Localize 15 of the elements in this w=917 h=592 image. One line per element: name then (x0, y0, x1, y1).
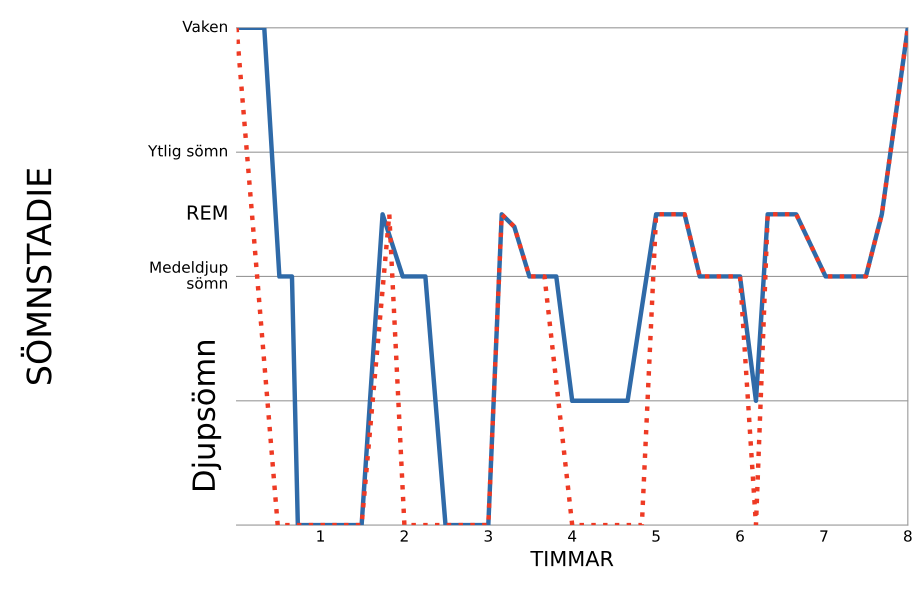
x-tick-label: 1 (317, 530, 324, 542)
ref-line-label: Medeldjup sömn (150, 261, 228, 289)
text: Djupsömn (192, 341, 222, 490)
x-axis-title: TIMMAR (530, 550, 614, 566)
x-tick-label: 7 (820, 530, 828, 542)
x-tick-label: 3 (484, 530, 492, 542)
x-tick-label: 5 (652, 530, 660, 542)
x-tick-label: 8 (904, 530, 912, 542)
x-tick-label: 4 (568, 530, 576, 542)
x-tick-label: 6 (736, 530, 744, 542)
text: SÖMNSTADIE (20, 168, 52, 384)
ref-line-label: Ytlig sömn (148, 144, 227, 160)
x-tick-label: 2 (400, 530, 408, 542)
ref-line-label: Vaken (182, 20, 227, 32)
text: REM (188, 205, 227, 220)
